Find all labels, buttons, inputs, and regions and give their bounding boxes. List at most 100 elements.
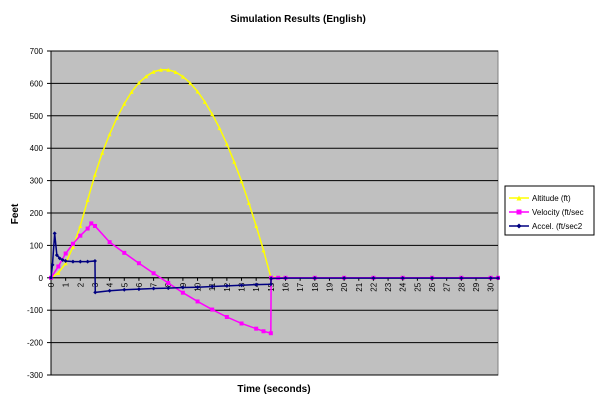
series-accel-point (78, 259, 83, 264)
series-accel-point (430, 276, 435, 281)
series-altitude-point (210, 112, 215, 117)
x-tick-label: 25 (413, 282, 422, 291)
y-tick-label: 600 (30, 79, 44, 88)
x-tick-label: 6 (135, 282, 144, 287)
series-accel-point (57, 256, 62, 261)
x-tick-label: 13 (238, 282, 247, 291)
series-altitude-point (173, 70, 178, 75)
series-velocity-point (56, 264, 61, 269)
series-accel-point (254, 282, 259, 287)
series-altitude-point (151, 69, 156, 74)
series-altitude-point (56, 270, 61, 275)
series-accel-point (85, 259, 90, 264)
series-altitude-point (100, 150, 105, 155)
series-accel-point (180, 285, 185, 290)
series-accel-point (210, 284, 215, 289)
series-velocity-point (195, 299, 200, 304)
series-accel-point (371, 276, 376, 281)
series-accel-point (70, 259, 75, 264)
x-tick-label: 20 (340, 282, 349, 291)
legend-label-accel: Accel. (ft/sec2 (532, 222, 583, 231)
series-altitude-point (224, 141, 229, 146)
x-tick-label: 7 (150, 282, 159, 287)
series-layer (49, 67, 500, 336)
series-altitude-point (254, 223, 259, 228)
series-velocity-point (89, 221, 94, 226)
series-velocity-point (239, 321, 244, 326)
series-altitude-point (122, 101, 127, 106)
series-velocity-point (151, 271, 156, 276)
x-tick-label: 29 (472, 282, 481, 291)
y-axis-ticks: -300 -200 -100 0 100 200 300 400 500 600 700 (27, 47, 51, 380)
x-tick-label: 18 (311, 282, 320, 291)
y-tick-label: 200 (30, 209, 44, 218)
x-tick-label: 14 (252, 282, 261, 291)
series-altitude-point (78, 223, 83, 228)
series-altitude-point (246, 200, 251, 205)
chart-title: Simulation Results (English) (230, 14, 366, 25)
series-accel-point (488, 276, 493, 281)
y-tick-label: -200 (27, 339, 44, 348)
x-tick-label: 28 (457, 282, 466, 291)
series-velocity-point (70, 241, 75, 246)
y-tick-label: 400 (30, 144, 44, 153)
series-altitude-point (107, 132, 112, 137)
series-velocity-point (136, 261, 141, 266)
y-tick-label: 700 (30, 47, 44, 56)
series-accel-point (50, 262, 55, 267)
plot-area (50, 50, 499, 376)
series-altitude-point (166, 67, 171, 72)
legend-marker-velocity (516, 209, 522, 215)
series-altitude-point (180, 74, 185, 79)
series-altitude-point (63, 261, 68, 266)
x-tick-label: 4 (106, 282, 115, 287)
legend-marker-accel (516, 223, 522, 229)
series-velocity-point (254, 326, 259, 331)
series-accel-point (400, 276, 405, 281)
series-velocity-point (166, 280, 171, 285)
x-axis-label: Time (seconds) (237, 384, 310, 395)
x-tick-label: 0 (47, 282, 56, 287)
x-tick-label: 21 (355, 282, 364, 291)
x-tick-label: 23 (384, 282, 393, 291)
series-accel-point (136, 287, 141, 292)
legend: Altitude (ft) Velocity (ft/sec Accel. (ft/… (504, 185, 595, 236)
series-accel-point (269, 276, 274, 281)
x-tick-label: 27 (443, 282, 452, 291)
series-accel-point (54, 253, 59, 258)
x-tick-label: 24 (399, 282, 408, 291)
series-accel-point (268, 282, 273, 287)
series-velocity-point (63, 251, 68, 256)
legend-label-altitude: Altitude (ft) (532, 194, 571, 203)
series-accel-point (122, 287, 127, 292)
series-accel-point (93, 290, 98, 295)
series-velocity-point (122, 250, 127, 255)
series-altitude-point (144, 74, 149, 79)
y-tick-label: 100 (30, 241, 44, 250)
series-altitude-point (195, 89, 200, 94)
series-velocity-point (224, 315, 229, 320)
y-tick-label: -100 (27, 306, 44, 315)
y-tick-label: 0 (39, 274, 44, 283)
series-velocity-point (210, 307, 215, 312)
series-altitude-point (239, 179, 244, 184)
x-tick-label: 30 (487, 282, 496, 291)
series-accel-point (166, 286, 171, 291)
series-altitude-point (188, 81, 193, 86)
series-altitude-point (158, 67, 163, 72)
series-accel (49, 231, 500, 295)
x-tick-label: 26 (428, 282, 437, 291)
series-accel-point (496, 276, 500, 281)
series-velocity-point (261, 329, 266, 334)
series-accel-point (63, 258, 68, 263)
series-accel-point (92, 258, 97, 263)
x-tick-label: 19 (325, 282, 334, 291)
x-tick-label: 16 (281, 282, 290, 291)
series-altitude-point (129, 89, 134, 94)
legend-label-velocity: Velocity (ft/sec (532, 208, 584, 217)
x-tick-label: 22 (369, 282, 378, 291)
x-tick-label: 5 (120, 282, 129, 287)
y-tick-label: -300 (27, 371, 44, 380)
series-velocity-point (107, 240, 112, 245)
